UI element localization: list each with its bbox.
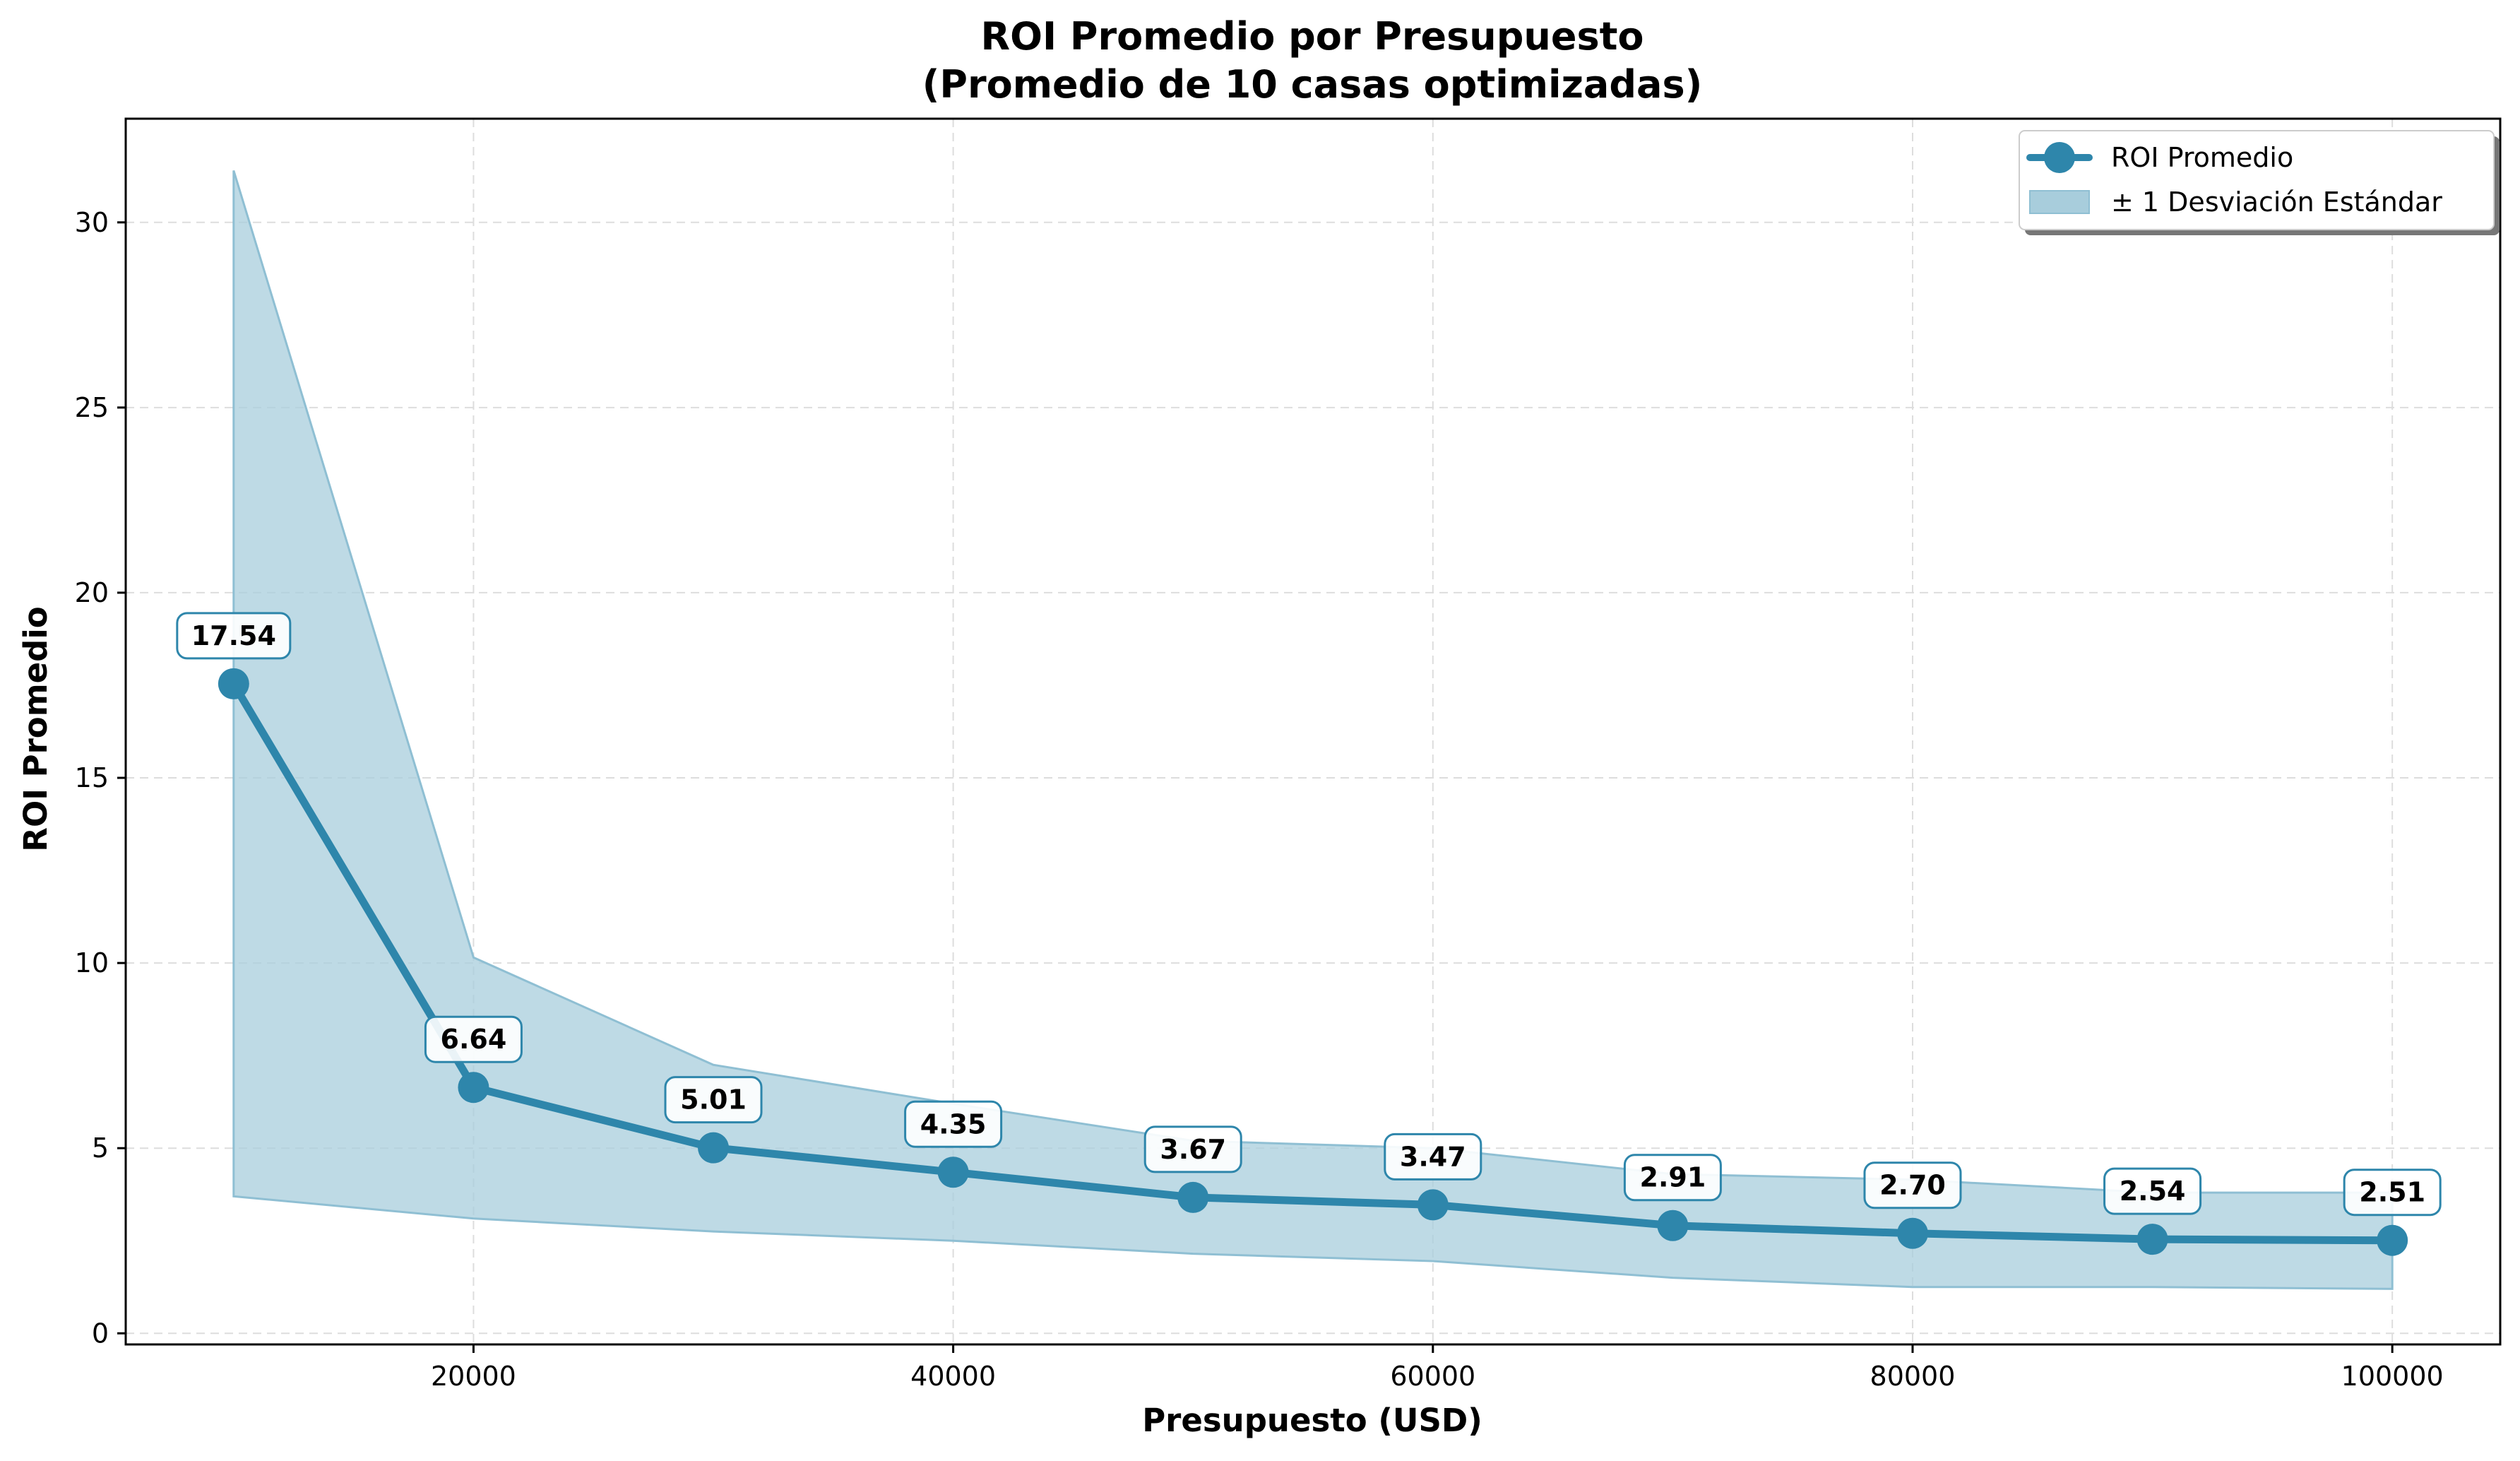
data-label-box-7 <box>1863 1161 1962 1209</box>
roi-series-line <box>230 680 2396 1245</box>
legend-box <box>2019 130 2495 230</box>
series-point-layer <box>218 668 2408 1256</box>
data-label-0: 17.54 <box>191 620 276 651</box>
data-label-3: 4.35 <box>920 1108 987 1140</box>
x-tick-label-4: 100000 <box>2341 1361 2444 1392</box>
data-label-box-0 <box>176 612 292 660</box>
y-tick-label-5: 25 <box>75 392 109 423</box>
legend-marker-swatch <box>2044 142 2075 173</box>
data-label-box-5 <box>1384 1132 1482 1181</box>
roi-point-2 <box>698 1132 730 1164</box>
roi-point-5 <box>1417 1189 1449 1221</box>
roi-point-3 <box>937 1157 969 1188</box>
data-label-layer: 17.54 6.64 5.01 4.35 3.67 3.47 2.91 2.70 2.54 2.5… <box>176 612 2442 1217</box>
y-tick-label-2: 10 <box>75 947 109 978</box>
data-label-box-4 <box>1143 1125 1242 1173</box>
x-axis-label: Presupuesto (USD) <box>1142 1402 1482 1439</box>
chart-title: ROI Promedio por Presupuesto <box>980 14 1644 59</box>
y-tick-label-6: 30 <box>75 207 109 238</box>
roi-point-0 <box>218 668 249 699</box>
data-label-4: 3.67 <box>1160 1134 1226 1165</box>
legend-label-roi: ROI Promedio <box>2111 142 2293 173</box>
x-tick-label-1: 40000 <box>910 1361 996 1392</box>
roi-point-8 <box>2136 1224 2168 1255</box>
data-label-8: 2.54 <box>2120 1176 2186 1207</box>
axis-layer: 0 5 10 15 20 25 30 20000 40000 60000 80000 100000 <box>75 117 2502 1392</box>
data-label-box-1 <box>424 1015 523 1063</box>
x-tick-label-2: 60000 <box>1390 1361 1475 1392</box>
legend-label-std: ± 1 Desviación Estándar <box>2111 187 2442 218</box>
data-label-9: 2.51 <box>2359 1177 2425 1208</box>
y-tick-label-3: 15 <box>75 762 109 793</box>
y-axis-label: ROI Promedio <box>17 606 54 851</box>
roi-point-6 <box>1657 1209 1689 1241</box>
y-tick-label-0: 0 <box>92 1318 109 1349</box>
data-label-5: 3.47 <box>1400 1141 1466 1172</box>
roi-point-4 <box>1177 1181 1209 1213</box>
y-tick-label-4: 20 <box>75 577 109 608</box>
roi-point-1 <box>458 1072 489 1104</box>
y-tick-label-1: 5 <box>92 1132 109 1164</box>
data-label-box-9 <box>2343 1169 2442 1217</box>
x-tick-label-0: 20000 <box>431 1361 516 1392</box>
plot-frame <box>124 117 2502 1346</box>
data-label-box-6 <box>1623 1154 1722 1202</box>
std-band-layer <box>232 170 2394 1290</box>
series-line-layer <box>230 680 2396 1245</box>
roi-point-7 <box>1896 1217 1928 1249</box>
roi-point-9 <box>2377 1224 2408 1256</box>
data-label-6: 2.91 <box>1640 1162 1706 1193</box>
x-tick-label-3: 80000 <box>1870 1361 1956 1392</box>
data-label-7: 2.70 <box>1879 1170 1946 1201</box>
data-label-box-8 <box>2103 1167 2202 1215</box>
std-band <box>232 170 2394 1290</box>
data-label-1: 6.64 <box>441 1024 507 1055</box>
data-label-box-3 <box>904 1100 1003 1148</box>
data-label-box-2 <box>664 1076 763 1124</box>
legend-band-swatch <box>2029 190 2090 214</box>
legend: ROI Promedio ± 1 Desviación Estándar <box>2019 130 2500 235</box>
data-label-2: 5.01 <box>680 1084 747 1116</box>
chart-subtitle: (Promedio de 10 casas optimizadas) <box>922 62 1703 107</box>
